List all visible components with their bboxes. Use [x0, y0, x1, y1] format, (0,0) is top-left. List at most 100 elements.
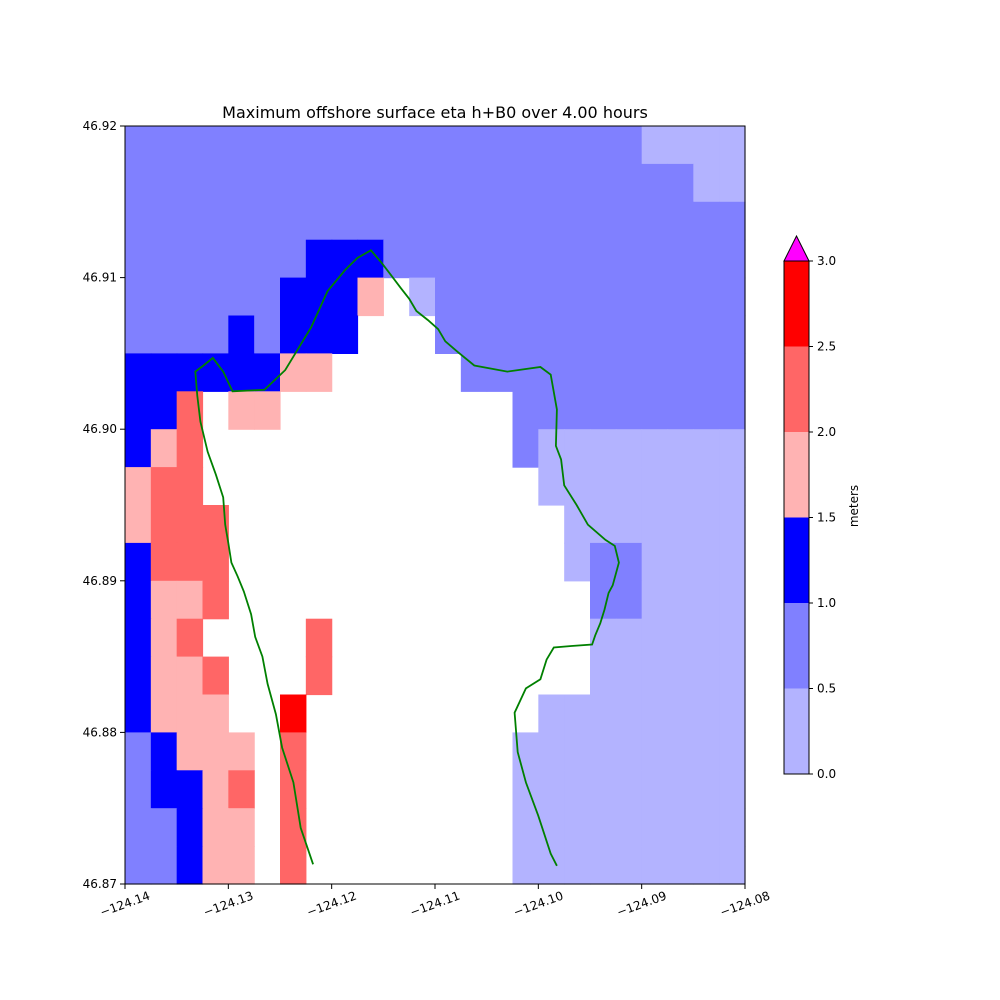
heatmap-cell	[254, 277, 281, 317]
heatmap-cell	[641, 732, 669, 771]
heatmap-cell	[719, 277, 746, 317]
x-tick-label: −124.13	[201, 889, 255, 920]
heatmap-cell	[202, 201, 229, 241]
heatmap-cell	[280, 353, 307, 392]
heatmap-cell	[150, 391, 178, 430]
heatmap-cell	[305, 618, 333, 658]
y-tick-label: 46.91	[83, 271, 117, 285]
heatmap-cell	[176, 505, 204, 544]
heatmap-cell	[693, 846, 720, 885]
heatmap-cell	[125, 808, 152, 847]
heatmap-cell	[693, 315, 720, 354]
heatmap-cell	[305, 163, 333, 203]
heatmap-cell	[564, 542, 591, 582]
heatmap-cell	[641, 505, 669, 544]
heatmap-cell	[150, 846, 178, 885]
heatmap-cell	[254, 201, 281, 241]
heatmap-cell	[693, 277, 720, 317]
heatmap-cell	[280, 277, 307, 317]
heatmap-cell	[564, 315, 591, 354]
heatmap-cell	[176, 846, 204, 885]
heatmap-cell	[719, 201, 746, 241]
heatmap-cell	[228, 846, 255, 885]
heatmap-cell	[125, 618, 152, 658]
x-axis: −124.14 −124.13 −124.12 −124.11 −124.10 −124.…	[98, 884, 772, 919]
heatmap-cell	[538, 694, 565, 733]
heatmap-cell	[719, 808, 746, 847]
heatmap-cell	[538, 201, 565, 241]
heatmap-cell	[460, 277, 488, 317]
heatmap-cell	[202, 163, 229, 203]
heatmap-cell	[615, 618, 643, 658]
heatmap-cell	[150, 694, 178, 733]
y-tick-label: 46.88	[83, 725, 117, 739]
heatmap-cell	[615, 315, 643, 354]
heatmap-cell	[357, 126, 384, 165]
heatmap-cell	[460, 353, 488, 392]
heatmap-cell	[150, 732, 178, 771]
heatmap-cell	[667, 580, 694, 620]
heatmap-cell	[409, 277, 436, 317]
colorbar-tick-label: 2.0	[817, 425, 836, 439]
heatmap-cell	[228, 277, 255, 317]
heatmap-cell	[693, 201, 720, 241]
heatmap-cell	[667, 315, 694, 354]
heatmap-cell	[615, 846, 643, 885]
heatmap-cell	[538, 467, 565, 506]
heatmap-cell	[331, 239, 359, 279]
colorbar-swatch	[784, 346, 809, 432]
heatmap-cell	[564, 201, 591, 241]
heatmap-cell	[435, 126, 462, 165]
heatmap-cell	[564, 694, 591, 733]
heatmap-cell	[150, 429, 178, 468]
heatmap-cell	[667, 656, 694, 696]
heatmap-cell	[512, 353, 539, 392]
heatmap-cell	[176, 808, 204, 847]
colorbar-swatch	[784, 603, 809, 689]
heatmap-cell	[564, 505, 591, 544]
heatmap-cell	[357, 239, 384, 279]
heatmap-cell	[486, 315, 514, 354]
heatmap-cell	[125, 163, 152, 203]
heatmap-cell	[564, 429, 591, 468]
heatmap-cell	[280, 732, 307, 771]
heatmap-cell	[667, 732, 694, 771]
heatmap-cell	[641, 618, 669, 658]
heatmap-cell	[280, 201, 307, 241]
heatmap-cell	[512, 201, 539, 241]
y-tick-label: 46.87	[83, 877, 117, 891]
heatmap-cell	[564, 277, 591, 317]
shoreline-layer	[194, 249, 620, 867]
heatmap-cell	[693, 732, 720, 771]
heatmap-cell	[564, 353, 591, 392]
heatmap-cell	[667, 277, 694, 317]
heatmap-cell	[538, 239, 565, 279]
y-tick-label: 46.89	[83, 574, 117, 588]
heatmap-cell	[564, 391, 591, 430]
heatmap-cell	[667, 618, 694, 658]
heatmap-cell	[305, 126, 333, 165]
heatmap-cell	[590, 542, 617, 582]
heatmap-cell	[202, 126, 229, 165]
colorbar-extend-triangle	[783, 234, 810, 262]
y-tick-label: 46.90	[83, 422, 117, 436]
heatmap-cell	[693, 618, 720, 658]
heatmap-cell	[409, 239, 436, 279]
heatmap-cell	[719, 618, 746, 658]
heatmap-cell	[641, 277, 669, 317]
heatmap-cell	[228, 315, 255, 354]
heatmap-cell	[176, 732, 204, 771]
heatmap-cell	[693, 505, 720, 544]
heatmap-cell	[719, 315, 746, 354]
heatmap-cell	[486, 163, 514, 203]
heatmap-cell	[383, 126, 410, 165]
heatmap-cell	[590, 694, 617, 733]
heatmap-cell	[150, 467, 178, 506]
heatmap-cell	[460, 239, 488, 279]
heatmap-cell	[460, 126, 488, 165]
heatmap-cell	[538, 732, 565, 771]
heatmap-cell	[280, 126, 307, 165]
heatmap-cell	[125, 542, 152, 582]
colorbar-tick-label: 0.5	[817, 682, 836, 696]
heatmap-cell	[719, 163, 746, 203]
